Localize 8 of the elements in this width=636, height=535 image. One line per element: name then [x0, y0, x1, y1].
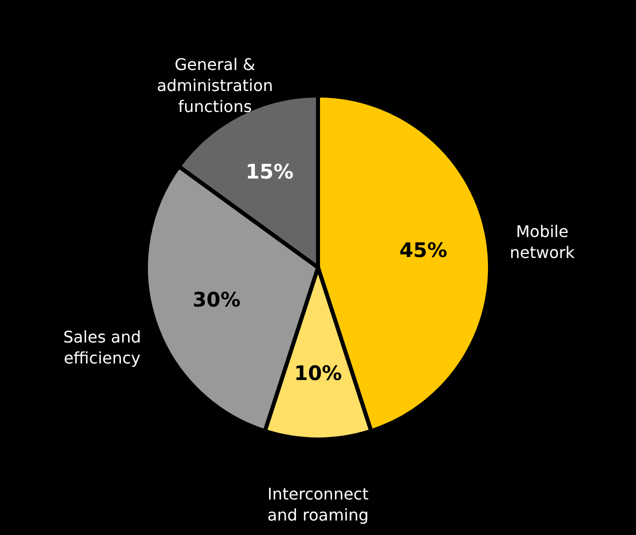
slice-label: Mobile network	[510, 222, 576, 262]
data-label: 30%	[192, 287, 241, 312]
data-label: 10%	[294, 361, 342, 386]
slice-label: Interconnect and roaming	[267, 484, 369, 524]
slice-label: General & administration functions	[156, 55, 274, 116]
slice-label: Sales and efficiency	[63, 328, 141, 368]
data-label: 15%	[246, 159, 294, 184]
data-label: 45%	[399, 238, 448, 262]
